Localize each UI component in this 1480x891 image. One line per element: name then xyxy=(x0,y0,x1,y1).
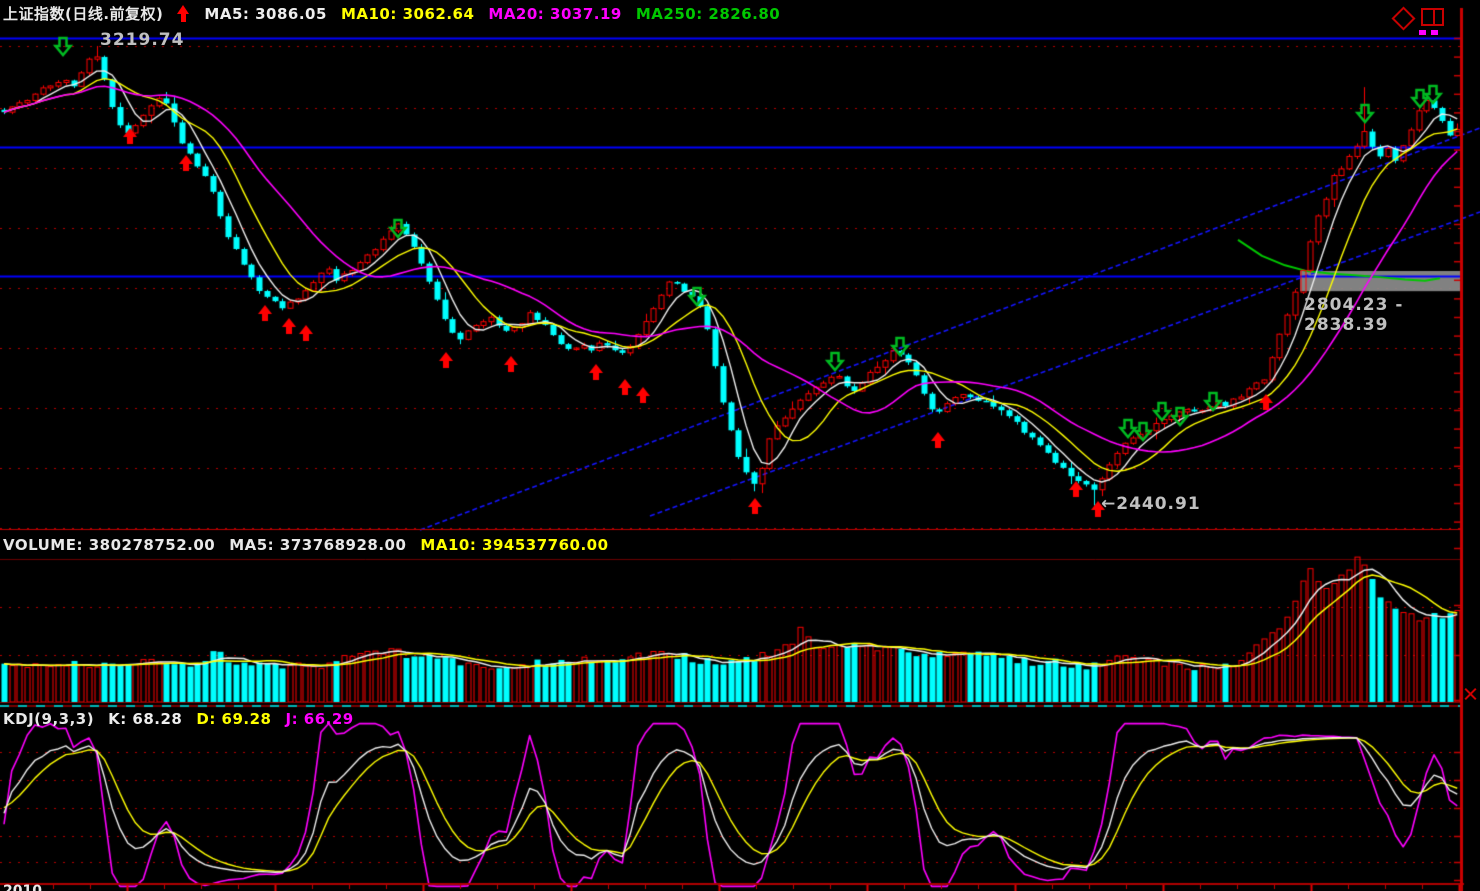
symbol-title: 上证指数(日线.前复权) xyxy=(3,5,164,23)
volume-value: VOLUME: 380278752.00 xyxy=(3,536,216,554)
low-price-annotation: ←2440.91 xyxy=(1101,494,1201,514)
volume-header: VOLUME: 380278752.00 MA5: 373768928.00 M… xyxy=(3,536,609,554)
volume-ma10-value: MA10: 394537760.00 xyxy=(420,536,609,554)
magenta-marker-dot xyxy=(1431,30,1438,35)
gap-range-annotation: 2804.23 - 2838.39 xyxy=(1304,295,1404,335)
split-window-divider xyxy=(1433,10,1436,24)
volume-ma5-value: MA5: 373768928.00 xyxy=(229,536,407,554)
date-axis-label: 2010 xyxy=(3,883,42,891)
kdj-k-value: K: 68.28 xyxy=(108,710,183,728)
kdj-d-value: D: 69.28 xyxy=(196,710,272,728)
high-price-annotation: 3219.74 xyxy=(100,30,185,50)
split-window-icon[interactable] xyxy=(1421,8,1444,26)
kdj-j-value: J: 66.29 xyxy=(285,710,354,728)
main-chart-header: 上证指数(日线.前复权) MA5: 3086.05 MA10: 3062.64 … xyxy=(3,3,780,24)
ma250-value: MA250: 2826.80 xyxy=(635,4,781,23)
ma20-value: MA20: 3037.19 xyxy=(488,4,622,23)
ma5-value: MA5: 3086.05 xyxy=(204,4,327,23)
up-trend-arrow-tri xyxy=(177,5,190,14)
up-trend-arrow-icon xyxy=(177,5,190,22)
ma10-value: MA10: 3062.64 xyxy=(340,4,475,23)
kdj-header: KDJ(9,3,3) K: 68.28 D: 69.28 J: 66.29 xyxy=(3,710,354,728)
up-trend-arrow-stem xyxy=(181,14,187,22)
x-marker-icon[interactable] xyxy=(1464,687,1477,701)
kdj-name: KDJ(9,3,3) xyxy=(3,710,95,728)
magenta-marker-dot xyxy=(1419,30,1426,35)
